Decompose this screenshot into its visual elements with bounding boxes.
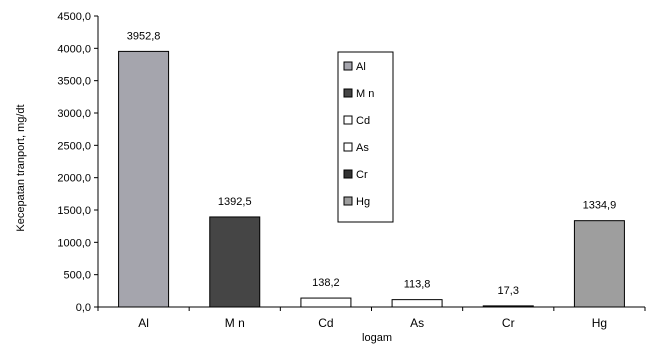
x-category-label: As [410, 316, 424, 330]
x-axis-title: logam [362, 332, 392, 344]
data-label: 1334,9 [583, 200, 617, 212]
legend-entry: Hg [356, 196, 370, 208]
y-tick-label: 4000,0 [57, 43, 91, 55]
legend-swatch [343, 169, 353, 179]
legend-swatch [343, 115, 353, 125]
y-tick-label: 3000,0 [57, 108, 91, 120]
data-label: 17,3 [498, 285, 519, 297]
legend-entry: Cd [356, 115, 370, 127]
y-tick-label: 0,0 [76, 302, 91, 314]
bar-cr [482, 305, 534, 308]
legend-swatch [343, 196, 353, 206]
bar-mn [209, 216, 261, 308]
data-label: 1392,5 [218, 196, 252, 208]
data-label: 113,8 [404, 279, 431, 291]
x-category-label: M n [225, 316, 245, 330]
bar-as [391, 299, 443, 308]
legend: Al M n Cd As Cr Hg [337, 51, 394, 223]
y-tick-label: 2000,0 [57, 173, 91, 185]
y-tick-label: 1500,0 [57, 205, 91, 217]
y-axis: 0,0 500,0 1000,0 1500,0 2000,0 2500,0 3000,0 35… [57, 11, 99, 314]
legend-swatch [343, 88, 353, 98]
x-category-label: Al [138, 316, 149, 330]
bar-al [118, 50, 170, 308]
y-tick-label: 3500,0 [57, 76, 91, 88]
legend-entry: M n [356, 88, 374, 100]
y-tick-label: 4500,0 [57, 11, 91, 23]
y-axis-title: Kecepatan tranport, mg/dt [15, 104, 27, 231]
legend-entry: Al [356, 61, 366, 73]
data-labels: 3952,8 1392,5 138,2 113,8 17,3 1334,9 [127, 30, 616, 296]
legend-box [337, 51, 394, 223]
x-category-label: Hg [592, 316, 607, 330]
bar-cd [300, 297, 352, 308]
data-label: 138,2 [312, 277, 340, 289]
x-category-label: Cd [318, 316, 333, 330]
y-tick-label: 500,0 [63, 270, 91, 282]
data-label: 3952,8 [127, 30, 161, 42]
x-category-label: Cr [502, 316, 515, 330]
y-tick-label: 1000,0 [57, 237, 91, 249]
bars [118, 50, 625, 308]
legend-entry: Cr [356, 169, 368, 181]
legend-swatch [343, 142, 353, 152]
legend-swatch [343, 61, 353, 71]
x-axis: Al M n Cd As Cr Hg [97, 306, 646, 330]
bar-hg [573, 220, 625, 308]
y-tick-label: 2500,0 [57, 140, 91, 152]
legend-entry: As [356, 142, 369, 154]
